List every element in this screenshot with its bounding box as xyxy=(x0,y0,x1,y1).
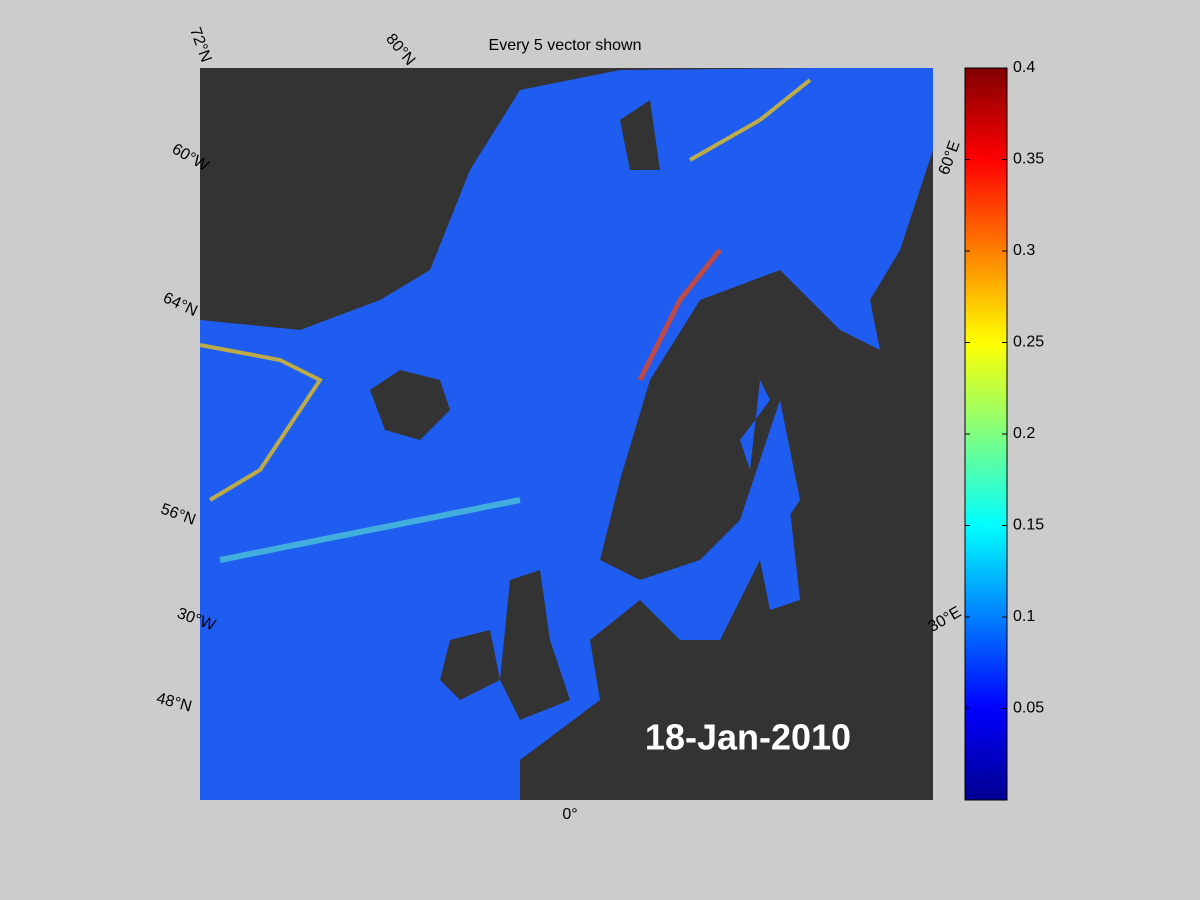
colorbar-tick-label: 0.3 xyxy=(1013,242,1035,259)
land xyxy=(370,370,450,440)
land xyxy=(200,68,310,230)
map-title: Every 5 vector shown xyxy=(489,37,642,54)
land xyxy=(620,100,660,170)
date-label: 18-Jan-2010 xyxy=(645,717,851,758)
current xyxy=(689,78,812,162)
colorbar-tick-label: 0.05 xyxy=(1013,700,1044,717)
land xyxy=(500,570,570,720)
colorbar-tick-label: 0.2 xyxy=(1013,425,1035,442)
current xyxy=(199,343,323,502)
colorbar-tick-label: 0.1 xyxy=(1013,608,1035,625)
graticule-label: 0° xyxy=(562,806,577,823)
colorbar-tick-label: 0.25 xyxy=(1013,334,1044,351)
land xyxy=(440,630,500,700)
sea xyxy=(760,510,800,610)
colorbar xyxy=(964,67,1008,801)
ocean xyxy=(200,68,933,800)
lake xyxy=(740,380,770,470)
colorbar-ticks: 0.05 0.1 0.15 0.2 0.25 0.3 0.35 0.4 xyxy=(965,59,1044,717)
map xyxy=(199,68,933,800)
colorbar-tick-label: 0.15 xyxy=(1013,517,1044,534)
colorbar-tick-label: 0.35 xyxy=(1013,151,1044,168)
current xyxy=(637,248,722,382)
current xyxy=(219,497,521,563)
colorbar-tick-label: 0.4 xyxy=(1013,59,1035,76)
